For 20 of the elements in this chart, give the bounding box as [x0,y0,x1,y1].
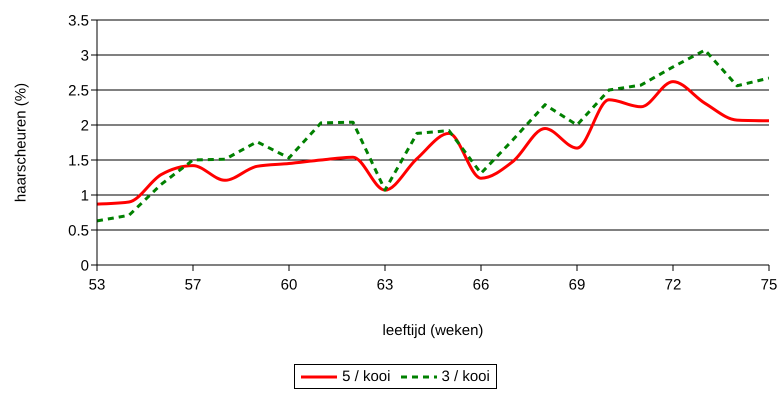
y-tick-label: 1.5 [68,152,89,170]
y-tick-label: 2 [80,117,89,134]
y-axis-title: haarscheuren (%) [12,82,30,202]
x-tick-label: 57 [184,276,202,294]
x-tick-label: 75 [760,276,778,294]
y-tick-label: 3.5 [68,12,89,30]
legend-label: 3 / kooi [442,368,490,385]
y-tick-label: 1 [80,187,89,204]
x-tick-label: 63 [376,276,394,294]
y-tick-label: 0 [80,257,89,274]
x-tick-label: 60 [280,276,298,294]
x-tick-label: 66 [472,276,490,294]
y-tick-label: 2.5 [68,82,89,100]
x-tick-label: 69 [568,276,586,294]
y-tick-label: 3 [80,47,89,64]
x-tick-label: 72 [664,276,682,294]
y-tick-label: 0.5 [68,222,89,240]
legend-label: 5 / kooi [342,368,390,385]
x-tick-label: 53 [88,276,106,294]
x-axis-title: leeftijd (weken) [382,322,484,339]
